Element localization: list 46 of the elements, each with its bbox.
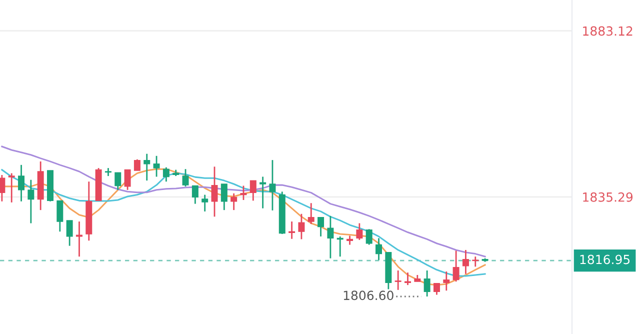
candlestick [250, 180, 256, 202]
candlestick [124, 169, 131, 191]
candlestick [0, 174, 6, 202]
candlestick [356, 222, 363, 241]
candlestick [452, 250, 460, 282]
candlestick [376, 237, 382, 261]
candlestick [336, 236, 344, 258]
candlestick [462, 249, 469, 275]
candlestick [327, 215, 334, 260]
candlestick [404, 272, 411, 286]
candlestick [134, 158, 140, 172]
candlestick [308, 202, 314, 225]
candlestick [211, 166, 218, 218]
candlestick [18, 164, 25, 202]
y-tick-label: 1883.12 [583, 26, 632, 36]
candlestick [269, 159, 276, 212]
candlestick [394, 270, 402, 291]
candlestick [192, 185, 198, 204]
candlestick [162, 166, 170, 182]
candlestick [366, 228, 372, 246]
candlestick [298, 213, 305, 240]
line-series [1, 146, 486, 258]
annotation: 1806.60 [344, 290, 394, 300]
candlestick [240, 185, 247, 201]
candlestick [28, 179, 34, 224]
candlestick [56, 200, 64, 232]
ref-line-label: 1816.95 [580, 254, 630, 264]
candlestick [260, 176, 266, 210]
candlestick [472, 256, 479, 268]
candlestick [346, 235, 354, 246]
candlestick [114, 172, 122, 191]
candlestick [318, 216, 324, 238]
candlestick [76, 220, 82, 258]
candlestick [220, 183, 228, 211]
candlestick [202, 194, 208, 212]
candlestick [153, 155, 160, 178]
candlestick [424, 270, 430, 298]
candlestick [433, 282, 440, 296]
candlestick [182, 168, 189, 188]
candlestick [443, 270, 450, 292]
candlestick [288, 220, 296, 240]
candlestick [230, 192, 238, 211]
candlestick [8, 172, 15, 204]
candlestick [66, 220, 73, 247]
candlestick [144, 153, 150, 182]
y-tick-label: 1835.29 [583, 192, 633, 202]
